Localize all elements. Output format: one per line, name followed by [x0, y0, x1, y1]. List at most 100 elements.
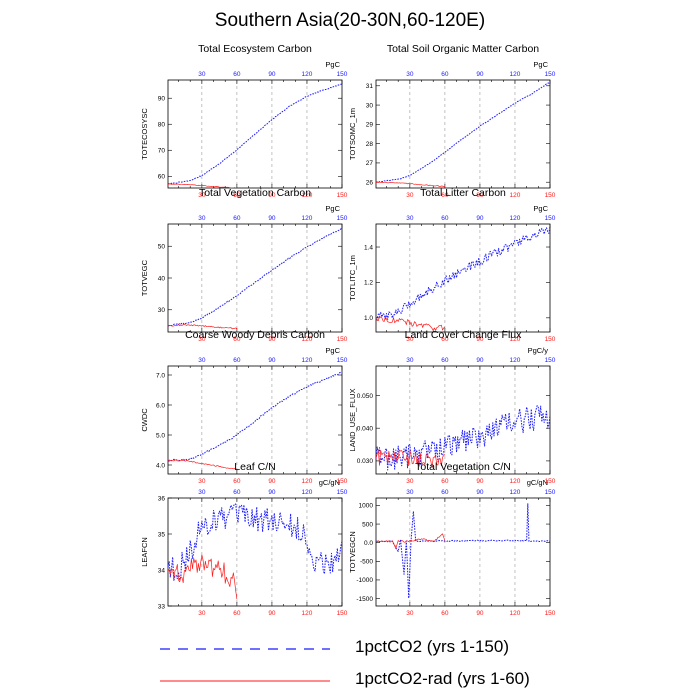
x-tick-label-bottom: 150: [545, 478, 556, 485]
x-tick-label-top: 150: [337, 215, 348, 222]
x-tick-label-top: 90: [476, 357, 484, 364]
y-tick-label: 0.050: [357, 393, 374, 400]
series-line-1pctco2-yrs-1-150: [376, 225, 550, 320]
x-tick-label-bottom: 60: [441, 610, 449, 617]
y-axis-label: TOTECOSYSC: [140, 108, 149, 160]
panel-title: Total Vegetation Carbon: [199, 187, 311, 199]
x-tick-label-bottom: 90: [268, 336, 276, 343]
y-tick-label: 29: [366, 122, 374, 129]
x-tick-label-top: 60: [441, 215, 449, 222]
panel-title: Leaf C/N: [234, 461, 275, 473]
x-tick-label-top: 30: [406, 71, 414, 78]
plot-frame: [375, 79, 551, 189]
series-line-1pctco2-rad-yrs-1-60: [168, 183, 238, 188]
y-tick-label: 1000: [359, 503, 374, 510]
legend-label-1pctco2-rad: 1pctCO2-rad (yrs 1-60): [355, 669, 530, 688]
x-tick-label-top: 30: [406, 215, 414, 222]
x-tick-label-top: 120: [510, 215, 521, 222]
x-tick-label-top: 90: [476, 215, 484, 222]
x-tick-label-bottom: 30: [406, 336, 414, 343]
y-axis-label: TOTSOMC_1m: [348, 108, 357, 160]
y-tick-label: 30: [158, 307, 166, 314]
x-tick-label-top: 30: [198, 215, 206, 222]
legend-entry-1pctco2-rad: 1pctCO2-rad (yrs 1-60): [150, 664, 670, 694]
unit-label: PgC: [325, 60, 340, 69]
x-tick-label-top: 30: [198, 71, 206, 78]
x-tick-label-bottom: 60: [441, 336, 449, 343]
x-tick-label-bottom: 150: [337, 610, 348, 617]
x-tick-label-bottom: 30: [406, 192, 414, 199]
x-tick-label-bottom: 120: [302, 478, 313, 485]
chart-panel-land-cover-change-flux: Land Cover Change Flux PgC/y LAND_USE_FLUX…: [348, 329, 556, 485]
y-tick-label: 0.040: [357, 425, 374, 432]
series-line-1pctco2-rad-yrs-1-60: [168, 459, 237, 471]
y-axis-label: TOTVEGCN: [348, 531, 357, 573]
unit-label: PgC/y: [528, 346, 549, 355]
x-tick-label-bottom: 90: [476, 478, 484, 485]
unit-label: PgC: [533, 204, 548, 213]
y-tick-label: 1.0: [364, 315, 373, 322]
y-tick-label: 36: [158, 495, 166, 502]
x-tick-label-bottom: 30: [198, 478, 206, 485]
x-tick-label-bottom: 90: [476, 610, 484, 617]
x-tick-label-bottom: 150: [545, 336, 556, 343]
series-line-1pctco2-rad-yrs-1-60: [376, 315, 446, 331]
x-tick-label-bottom: 150: [337, 336, 348, 343]
unit-label: PgC: [325, 204, 340, 213]
y-tick-label: 90: [158, 96, 166, 103]
x-tick-label-bottom: 60: [441, 192, 449, 199]
y-tick-label: 31: [366, 83, 374, 90]
y-tick-label: 80: [158, 122, 166, 129]
legend-line-1pctco2: [160, 648, 330, 650]
x-tick-label-bottom: 30: [406, 610, 414, 617]
panel-title: Total Ecosystem Carbon: [198, 43, 312, 55]
x-tick-label-bottom: 120: [510, 610, 521, 617]
x-tick-label-bottom: 60: [233, 192, 241, 199]
x-tick-label-top: 60: [233, 489, 241, 496]
y-tick-label: 60: [158, 174, 166, 181]
y-axis-label: LAND_USE_FLUX: [348, 389, 357, 452]
legend-line-1pctco2-rad: [160, 680, 330, 682]
x-tick-label-top: 120: [510, 357, 521, 364]
x-tick-label-bottom: 60: [233, 336, 241, 343]
x-tick-label-top: 30: [198, 489, 206, 496]
x-tick-label-bottom: 120: [302, 336, 313, 343]
x-tick-label-top: 60: [441, 489, 449, 496]
x-tick-label-top: 120: [510, 489, 521, 496]
x-tick-label-top: 150: [337, 71, 348, 78]
y-tick-label: 7.0: [156, 372, 165, 379]
y-axis-label: LEAFCN: [140, 537, 149, 567]
x-tick-label-bottom: 90: [268, 192, 276, 199]
series-line-1pctco2-rad-yrs-1-60: [376, 533, 446, 550]
x-tick-label-top: 60: [233, 357, 241, 364]
y-axis-label: CWDC: [140, 408, 149, 432]
x-tick-label-top: 90: [268, 71, 276, 78]
x-tick-label-bottom: 60: [233, 478, 241, 485]
unit-label: gC/gN: [319, 478, 340, 487]
x-tick-label-bottom: 30: [406, 478, 414, 485]
x-tick-label-top: 60: [233, 71, 241, 78]
panel-title: Land Cover Change Flux: [405, 329, 522, 341]
series-line-1pctco2-yrs-1-150: [376, 405, 550, 471]
x-tick-label-top: 150: [337, 357, 348, 364]
y-tick-label: 33: [158, 603, 166, 610]
chart-panel-total-vegetation-carbon: Total Vegetation Carbon PgC TOTVEGC 30 30 60 6…: [140, 187, 348, 343]
x-tick-label-bottom: 90: [476, 336, 484, 343]
x-tick-label-bottom: 150: [337, 192, 348, 199]
x-tick-label-bottom: 30: [198, 336, 206, 343]
y-axis-label: TOTLITC_1m: [348, 255, 357, 301]
y-tick-label: 28: [366, 141, 374, 148]
y-tick-label: 34: [158, 567, 166, 574]
y-axis-label: TOTVEGC: [140, 259, 149, 296]
chart-panel-total-soil-organic-matter-carbon: Total Soil Organic Matter Carbon PgC TOTSO…: [348, 43, 556, 199]
plot-frame: [375, 223, 551, 333]
series-line-1pctco2-yrs-1-150: [168, 371, 342, 462]
x-tick-label-bottom: 30: [198, 610, 206, 617]
x-tick-label-top: 150: [545, 489, 556, 496]
x-tick-label-top: 60: [441, 71, 449, 78]
y-tick-label: 26: [366, 180, 374, 187]
series-line-1pctco2-yrs-1-150: [168, 83, 342, 185]
x-tick-label-top: 150: [337, 489, 348, 496]
